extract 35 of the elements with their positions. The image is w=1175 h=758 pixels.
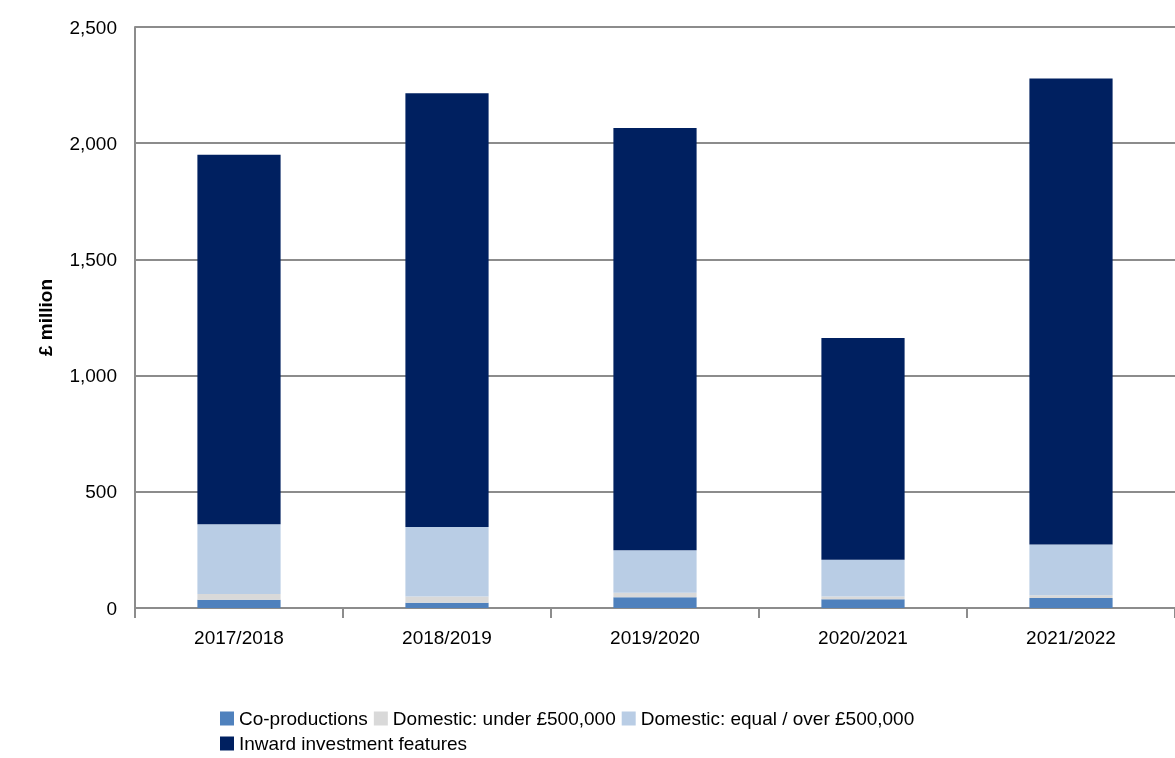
legend-label: Inward investment features — [239, 733, 468, 754]
y-axis-title: £ million — [35, 278, 56, 357]
bar — [197, 154, 281, 525]
y-tick-label: 2,500 — [69, 16, 117, 38]
bar — [405, 526, 489, 597]
bar — [821, 596, 905, 600]
bar — [613, 550, 697, 593]
legend-label: Domestic: equal / over £500,000 — [640, 708, 915, 729]
y-tick-label: 1,000 — [69, 365, 117, 387]
bar — [405, 602, 489, 608]
bar — [405, 93, 489, 527]
x-tick-label: 2017/2018 — [194, 627, 284, 648]
x-tick-label: 2018/2019 — [402, 627, 492, 648]
bar — [821, 559, 905, 597]
legend-label: Domestic: under £500,000 — [392, 708, 616, 729]
bar — [821, 337, 905, 560]
bar — [821, 599, 905, 608]
bar — [1029, 598, 1113, 608]
y-tick-label: 500 — [85, 481, 117, 503]
x-tick-label: 2021/2022 — [1026, 627, 1116, 648]
bar — [197, 599, 281, 608]
bar — [613, 597, 697, 608]
y-tick-label: 0 — [106, 597, 117, 619]
y-tick-label: 2,000 — [69, 132, 117, 154]
bar — [1029, 78, 1113, 545]
bar — [197, 524, 281, 595]
bar — [1029, 595, 1113, 599]
legend-label: Co-productions — [239, 708, 368, 729]
y-tick-label: 1,500 — [69, 248, 117, 270]
bar — [613, 128, 697, 551]
x-tick-label: 2020/2021 — [818, 627, 908, 648]
bar — [197, 594, 281, 600]
bar — [405, 596, 489, 603]
x-tick-label: 2019/2020 — [610, 627, 700, 648]
bar — [1029, 544, 1113, 596]
